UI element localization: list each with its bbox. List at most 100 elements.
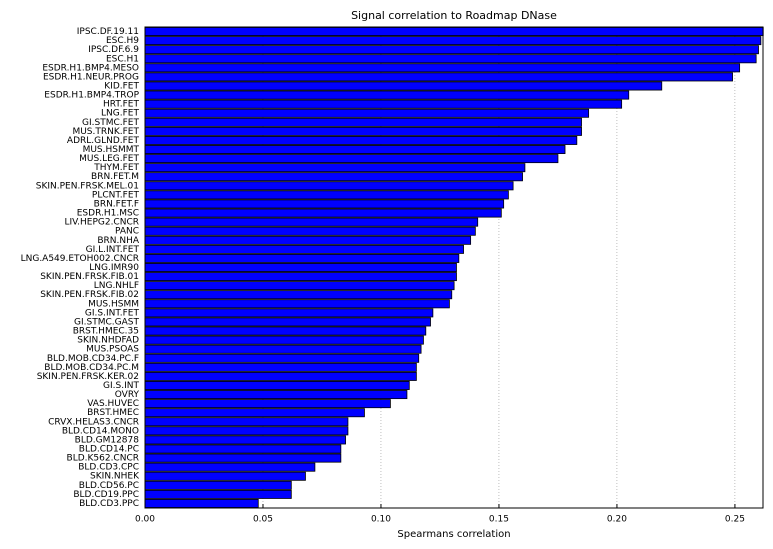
y-tick-label: KID.FET [104, 81, 139, 91]
y-tick-label: ESDR.H1.BMP4.MESO [42, 63, 139, 73]
plot-frame [144, 26, 764, 509]
y-tick-label: GI.S.INT [103, 381, 139, 391]
y-tick-label: ESC.H9 [106, 36, 139, 46]
y-tick-label: BLD.K562.CNCR [67, 454, 139, 464]
bar [144, 81, 663, 91]
y-tick-label: BLD.CD14.MONO [62, 426, 139, 436]
bar [144, 353, 420, 363]
bar [144, 54, 757, 64]
bar [144, 272, 457, 282]
bar [144, 263, 457, 272]
y-tick-label: BRN.FET.M [91, 172, 139, 182]
y-tick-label: LNG.FET [101, 109, 139, 119]
bar [144, 90, 630, 100]
y-tick-label: GI.STMC.GAST [74, 317, 139, 327]
y-tick-label: SKIN.PEN.FRSK.KER.02 [37, 372, 139, 382]
bar [144, 317, 431, 327]
y-tick-label: VAS.HUVEC [87, 399, 139, 409]
x-tick-label: 0.15 [489, 515, 509, 525]
bar [144, 235, 472, 245]
y-tick-label: MUS.HSMM [88, 299, 139, 309]
bar [144, 190, 509, 200]
y-tick-label: BLD.GM12878 [75, 435, 140, 445]
y-tick-label: BRST.HMEC [87, 408, 139, 418]
bar [144, 217, 479, 227]
y-tick-label: ESDR.H1.MSC [77, 209, 139, 219]
y-tick-label: ADRL.GLND.FET [67, 136, 140, 146]
bar [144, 326, 427, 336]
bar [144, 299, 450, 309]
x-tick-label: 0.00 [135, 515, 155, 525]
x-tick-label: 0.25 [725, 515, 745, 525]
bar [144, 208, 502, 218]
bar [144, 390, 408, 400]
y-tick-label: SKIN.PEN.FRSK.FIB.01 [40, 272, 139, 282]
y-tick-label: SKIN.NHEK [90, 472, 140, 482]
bar [144, 444, 342, 454]
y-tick-label: GI.STMC.FET [82, 118, 139, 128]
bar [144, 135, 578, 145]
y-tick-label: BRN.FET.F [94, 199, 139, 209]
y-tick-label: GI.S.INT.FET [85, 308, 140, 318]
y-tick-label: BLD.CD3.CPC [78, 463, 139, 473]
bar [144, 462, 316, 472]
y-tick-label: THYM.FET [93, 163, 139, 173]
bar [144, 181, 514, 191]
bar [144, 253, 460, 263]
y-tick-label: SKIN.PEN.FRSK.FIB.02 [40, 290, 139, 300]
bar [144, 99, 623, 109]
y-tick-label: SKIN.NHDFAD [77, 336, 139, 346]
y-tick-label: PLCNT.FET [92, 190, 140, 200]
y-tick-label: MUS.TRNK.FET [72, 127, 139, 137]
bar [144, 63, 741, 73]
bar [144, 480, 292, 490]
y-tick-label: SKIN.PEN.FRSK.MEL.01 [36, 181, 139, 191]
bar [144, 145, 566, 155]
bar [144, 290, 453, 300]
bar [144, 163, 526, 173]
bar [144, 172, 523, 182]
bar [144, 45, 759, 55]
bar [144, 344, 422, 354]
y-tick-label: BRN.NHA [97, 236, 140, 246]
y-tick-label: MUS.HSMMT [83, 145, 140, 155]
y-tick-label: IPSC.DF.6.9 [88, 45, 139, 55]
y-tick-label: BLD.CD56.PC [79, 481, 139, 491]
bar [144, 498, 259, 508]
y-tick-label: LIV.HEPG2.CNCR [64, 218, 139, 228]
y-tick-label: BRST.HMEC.35 [73, 327, 139, 337]
bar [144, 380, 410, 390]
y-tick-label: LNG.A549.ETOH002.CNCR [21, 254, 139, 264]
y-tick-label: PANC [115, 227, 139, 237]
bar [144, 244, 464, 254]
y-tick-label: MUS.PSOAS [86, 345, 139, 355]
bar [144, 154, 559, 164]
y-tick-label: BLD.CD3.PPC [79, 499, 139, 509]
bar [144, 226, 476, 236]
y-tick-label: ESDR.H1.BMP4.TROP [44, 91, 139, 101]
x-tick-label: 0.20 [607, 515, 627, 525]
y-tick-label: BLD.MOB.CD34.PC.M [44, 363, 139, 373]
y-tick-label: HRT.FET [103, 100, 140, 110]
x-axis-label: Spearmans correlation [397, 529, 510, 540]
bar [144, 199, 505, 209]
y-tick-label: CRVX.HELAS3.CNCR [48, 417, 139, 427]
y-tick-label: LNG.NHLF [94, 281, 139, 291]
bar [144, 117, 582, 127]
y-tick-label: LNG.IMR90 [89, 263, 139, 273]
bar [144, 72, 733, 82]
bar [144, 108, 590, 118]
y-tick-label: IPSC.DF.19.11 [77, 27, 139, 37]
bar [144, 371, 417, 381]
bar [144, 471, 306, 481]
bar [144, 399, 391, 409]
bar [144, 426, 349, 436]
y-tick-label: BLD.MOB.CD34.PC.F [47, 354, 139, 364]
bar [144, 408, 365, 418]
bar [144, 27, 764, 37]
bar [144, 453, 342, 463]
bar [144, 435, 346, 445]
bar [144, 281, 455, 291]
y-tick-label: ESDR.H1.NEUR.PROG [43, 72, 139, 82]
